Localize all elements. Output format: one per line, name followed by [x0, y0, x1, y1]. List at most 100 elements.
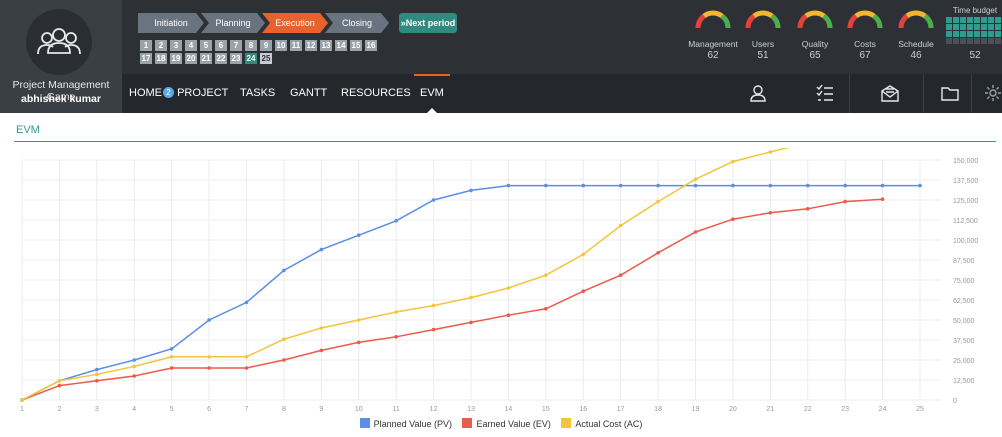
data-point [431, 198, 436, 202]
time-budget-cell [988, 17, 994, 23]
x-tick-label: 1 [20, 406, 24, 413]
period-11[interactable]: 11 [290, 40, 302, 51]
data-point [169, 355, 174, 359]
data-point [506, 286, 511, 290]
data-point [394, 335, 398, 339]
y-tick-label: 12,500 [953, 378, 975, 385]
time-budget-cell [946, 17, 952, 23]
time-budget-cell [946, 24, 952, 30]
chart-legend: Planned Value (PV) Earned Value (EV) Act… [0, 418, 1002, 429]
gauge-dial-icon [695, 10, 731, 31]
x-tick-label: 3 [95, 406, 99, 413]
period-9[interactable]: 9 [260, 40, 272, 51]
period-16[interactable]: 16 [365, 40, 377, 51]
period-18[interactable]: 18 [155, 53, 167, 64]
legend-pv[interactable]: Planned Value (PV) [359, 418, 452, 429]
x-tick-label: 15 [542, 406, 550, 413]
y-tick-label: 100,000 [953, 238, 978, 245]
legend-ac-label: Actual Cost (AC) [575, 419, 643, 429]
x-tick-label: 23 [841, 406, 849, 413]
gauge-label: Users [751, 39, 775, 49]
nav-project[interactable]: 2 PROJECT [163, 74, 228, 113]
legend-ac[interactable]: Actual Cost (AC) [561, 418, 642, 429]
data-point [132, 364, 137, 369]
main-nav: HOME 2 PROJECT TASKS GANTT RESOURCES EVM [122, 74, 1002, 113]
x-tick-label: 17 [617, 406, 625, 413]
time-budget-cell [974, 17, 980, 23]
nav-home[interactable]: HOME [129, 87, 162, 99]
checklist-icon[interactable] [805, 74, 845, 113]
time-budget-cell [953, 17, 959, 23]
time-budget-cell [960, 24, 966, 30]
data-point [469, 188, 473, 193]
gauge-dial-icon [898, 10, 934, 31]
time-budget-cell [981, 38, 987, 44]
x-tick-label: 13 [467, 406, 475, 413]
period-20[interactable]: 20 [185, 53, 197, 64]
data-point [57, 379, 62, 383]
folder-icon[interactable] [930, 74, 970, 113]
period-24[interactable]: 24 [245, 53, 257, 64]
nav-project-label: PROJECT [177, 87, 229, 99]
user-icon[interactable] [738, 74, 778, 113]
x-tick-label: 19 [692, 406, 700, 413]
legend-ev-label: Earned Value (EV) [476, 419, 551, 429]
period-2[interactable]: 2 [155, 40, 167, 51]
section-divider [14, 141, 996, 142]
period-10[interactable]: 10 [275, 40, 287, 51]
nav-evm[interactable]: EVM [414, 74, 450, 113]
period-12[interactable]: 12 [305, 40, 317, 51]
data-point [656, 251, 660, 255]
legend-ev[interactable]: Earned Value (EV) [462, 418, 551, 429]
data-point [805, 207, 810, 211]
nav-resources[interactable]: RESOURCES [341, 87, 411, 99]
data-point [693, 177, 698, 181]
phase-closing[interactable]: Closing [325, 13, 389, 33]
x-tick-label: 12 [430, 406, 438, 413]
next-period-button[interactable]: »Next period [399, 13, 457, 33]
gauge-value: 46 [910, 50, 922, 61]
data-point [731, 183, 735, 188]
x-tick-label: 20 [729, 406, 737, 413]
data-point [132, 374, 137, 378]
period-7[interactable]: 7 [230, 40, 242, 51]
data-point [356, 318, 361, 322]
period-25[interactable]: 25 [260, 53, 272, 64]
period-17[interactable]: 17 [140, 53, 152, 64]
x-tick-label: 11 [393, 406, 400, 413]
data-point [618, 223, 623, 228]
data-point [656, 183, 660, 188]
period-4[interactable]: 4 [185, 40, 197, 51]
nav-tasks[interactable]: TASKS [240, 87, 276, 99]
data-point [843, 199, 847, 204]
period-15[interactable]: 15 [350, 40, 362, 51]
period-19[interactable]: 19 [170, 53, 182, 64]
data-point [693, 183, 698, 188]
time-budget-cell [981, 24, 987, 30]
phase-execution[interactable]: Execution [262, 13, 328, 33]
data-point [20, 398, 24, 402]
period-23[interactable]: 23 [230, 53, 242, 64]
period-6[interactable]: 6 [215, 40, 227, 51]
time-budget-cell [974, 24, 980, 30]
phase-planning[interactable]: Planning [201, 13, 265, 33]
period-3[interactable]: 3 [170, 40, 182, 51]
period-5[interactable]: 5 [200, 40, 212, 51]
period-8[interactable]: 8 [245, 40, 257, 51]
series-line-2 [21, 148, 789, 401]
y-tick-label: 112,500 [953, 218, 978, 225]
period-22[interactable]: 22 [215, 53, 227, 64]
period-13[interactable]: 13 [320, 40, 332, 51]
period-14[interactable]: 14 [335, 40, 347, 51]
period-21[interactable]: 21 [200, 53, 212, 64]
time-budget-cell [946, 31, 952, 37]
nav-gantt[interactable]: GANTT [290, 87, 328, 99]
gear-icon[interactable] [973, 74, 1002, 113]
mail-icon[interactable] [870, 74, 910, 113]
period-1[interactable]: 1 [140, 40, 152, 51]
project-badge: 2 [163, 87, 174, 98]
data-point [805, 183, 810, 188]
phase-initiation[interactable]: Initiation [138, 13, 204, 33]
gauge-value: 62 [707, 50, 719, 61]
data-point [618, 183, 623, 188]
